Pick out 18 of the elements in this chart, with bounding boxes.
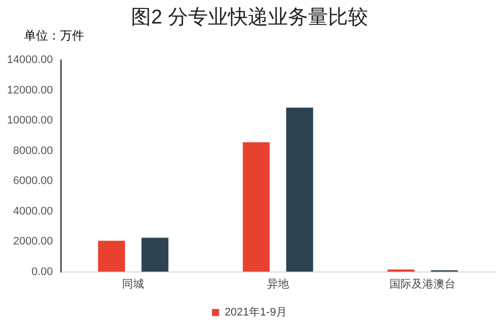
y-tick-label: 6000.00 [13, 175, 53, 188]
chart-title: 图2 分专业快递业务量比较 [131, 6, 368, 29]
y-tick-label: 0.00 [31, 266, 53, 278]
y-tick-label: 2000.00 [13, 236, 53, 248]
bar [141, 238, 168, 272]
y-tick-label: 4000.00 [13, 205, 53, 218]
bar [98, 240, 125, 272]
bar [242, 142, 270, 272]
y-axis-title: 单位：万件 [24, 28, 84, 42]
y-tick-label: 8000.00 [13, 144, 53, 157]
y-tick-label: 12000.00 [6, 84, 53, 96]
x-tick-label: 国际及港澳台 [390, 277, 456, 290]
x-tick-label: 异地 [266, 277, 289, 290]
y-tick-label: 14000.00 [6, 54, 53, 66]
bar [286, 108, 314, 272]
y-tick-label: 10000.00 [6, 114, 53, 127]
legend-label: 2021年1-9月 [224, 306, 287, 319]
x-tick-label: 同城 [122, 277, 144, 290]
